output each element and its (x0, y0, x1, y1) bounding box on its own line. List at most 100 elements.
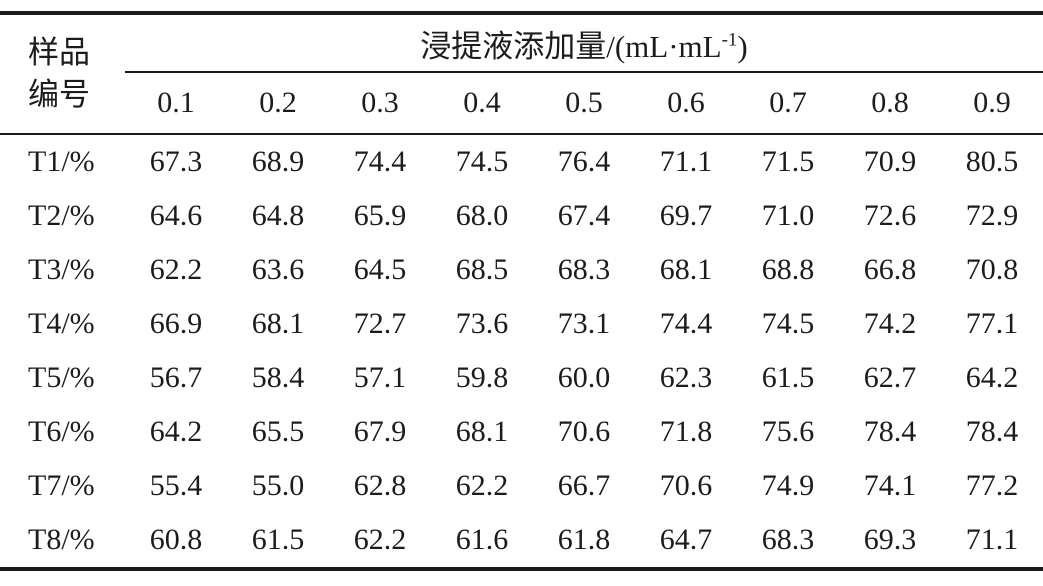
unit-superscript: -1 (721, 29, 738, 51)
row-label: T7/% (28, 469, 95, 502)
value-cell: 66.7 (557, 469, 611, 502)
sample-number-header-line2: 编号 (28, 77, 90, 112)
row-label: T4/% (28, 307, 95, 340)
value-cell: 74.5 (455, 145, 509, 178)
row-label: T6/% (28, 415, 95, 448)
value-cell: 62.2 (149, 253, 203, 286)
value-cell: 68.1 (455, 415, 509, 448)
concentration-header-cell: 0.1 (125, 72, 227, 135)
value-cell: 74.2 (863, 307, 917, 340)
value-cell: 70.6 (557, 415, 611, 448)
value-cell: 68.0 (455, 199, 509, 232)
value-cell: 75.6 (761, 415, 815, 448)
value-cell: 61.8 (557, 523, 611, 556)
row-label: T8/% (28, 523, 95, 556)
value-cell: 66.8 (863, 253, 917, 286)
value-cell: 71.1 (659, 145, 713, 178)
value-cell: 60.0 (557, 361, 611, 394)
value-cell: 68.8 (761, 253, 815, 286)
value-cell: 62.7 (863, 361, 917, 394)
value-cell: 61.5 (761, 361, 815, 394)
value-cell: 72.6 (863, 199, 917, 232)
value-cell: 77.1 (965, 307, 1019, 340)
concentration-header-cell: 0.2 (227, 72, 329, 135)
value-cell: 65.9 (353, 199, 407, 232)
value-cell: 70.6 (659, 469, 713, 502)
value-cell: 68.3 (761, 523, 815, 556)
value-cell: 71.8 (659, 415, 713, 448)
value-cell: 68.5 (455, 253, 509, 286)
value-cell: 68.1 (251, 307, 305, 340)
value-cell: 71.0 (761, 199, 815, 232)
value-cell: 63.6 (251, 253, 305, 286)
concentration-header-row: 0.1 0.2 0.3 0.4 0.5 0.6 0.7 0.8 0.9 (0, 72, 1043, 135)
table-row: T6/% 64.2 65.5 67.9 68.1 70.6 71.8 75.6 78.4 78.4 (0, 405, 1043, 459)
table-row: T4/% 66.9 68.1 72.7 73.6 73.1 74.4 74.5 74.2 77.1 (0, 297, 1043, 351)
extract-amount-header-text: 浸提液添加量/(mL·mL (420, 28, 722, 64)
value-cell: 74.9 (761, 469, 815, 502)
value-cell: 59.8 (455, 361, 509, 394)
value-cell: 56.7 (149, 361, 203, 394)
table-row: T2/% 64.6 64.8 65.9 68.0 67.4 69.7 71.0 72.6 72.9 (0, 189, 1043, 243)
value-cell: 67.4 (557, 199, 611, 232)
value-cell: 55.0 (251, 469, 305, 502)
value-cell: 70.9 (863, 145, 917, 178)
value-cell: 64.7 (659, 523, 713, 556)
value-cell: 74.1 (863, 469, 917, 502)
value-cell: 68.9 (251, 145, 305, 178)
table-row: T7/% 55.4 55.0 62.8 62.2 66.7 70.6 74.9 74.1 77.2 (0, 459, 1043, 513)
table-row: T3/% 62.2 63.6 64.5 68.5 68.3 68.1 68.8 66.8 70.8 (0, 243, 1043, 297)
table-row: T1/% 67.3 68.9 74.4 74.5 76.4 71.1 71.5 70.9 80.5 (0, 134, 1043, 189)
concentration-header-cell: 0.9 (941, 72, 1043, 135)
value-cell: 55.4 (149, 469, 203, 502)
row-label: T5/% (28, 361, 95, 394)
value-cell: 69.7 (659, 199, 713, 232)
value-cell: 68.3 (557, 253, 611, 286)
value-cell: 64.6 (149, 199, 203, 232)
value-cell: 64.2 (965, 361, 1019, 394)
sample-number-header: 样品 编号 (0, 13, 125, 135)
value-cell: 69.3 (863, 523, 917, 556)
value-cell: 70.8 (965, 253, 1019, 286)
table-row: T5/% 56.7 58.4 57.1 59.8 60.0 62.3 61.5 62.7 64.2 (0, 351, 1043, 405)
value-cell: 66.9 (149, 307, 203, 340)
value-cell: 62.2 (353, 523, 407, 556)
extract-amount-header-suffix: ) (737, 28, 748, 64)
value-cell: 62.2 (455, 469, 509, 502)
concentration-header-cell: 0.6 (635, 72, 737, 135)
value-cell: 71.1 (965, 523, 1019, 556)
concentration-header-cell: 0.8 (839, 72, 941, 135)
extract-amount-header: 浸提液添加量/(mL·mL-1) (125, 13, 1043, 73)
span-header-row: 样品 编号 浸提液添加量/(mL·mL-1) (0, 13, 1043, 135)
value-cell: 61.6 (455, 523, 509, 556)
value-cell: 68.1 (659, 253, 713, 286)
value-cell: 62.3 (659, 361, 713, 394)
value-cell: 67.9 (353, 415, 407, 448)
value-cell: 73.6 (455, 307, 509, 340)
value-cell: 72.7 (353, 307, 407, 340)
value-cell: 78.4 (863, 415, 917, 448)
value-cell: 67.3 (149, 145, 203, 178)
table-body: T1/% 67.3 68.9 74.4 74.5 76.4 71.1 71.5 70.9 80.5… (0, 134, 1043, 569)
concentration-header-cell: 0.3 (329, 72, 431, 135)
value-cell: 74.4 (659, 307, 713, 340)
value-cell: 65.5 (251, 415, 305, 448)
value-cell: 74.4 (353, 145, 407, 178)
value-cell: 77.2 (965, 469, 1019, 502)
row-label: T3/% (28, 253, 95, 286)
value-cell: 76.4 (557, 145, 611, 178)
value-cell: 74.5 (761, 307, 815, 340)
extract-addition-table: 样品 编号 浸提液添加量/(mL·mL-1) 0.1 0.2 0.3 0.4 0.5 0.… (0, 11, 1043, 571)
value-cell: 64.2 (149, 415, 203, 448)
value-cell: 78.4 (965, 415, 1019, 448)
table-header: 样品 编号 浸提液添加量/(mL·mL-1) 0.1 0.2 0.3 0.4 0.5 0.… (0, 13, 1043, 135)
concentration-header-cell: 0.7 (737, 72, 839, 135)
concentration-header-cell: 0.5 (533, 72, 635, 135)
value-cell: 71.5 (761, 145, 815, 178)
value-cell: 73.1 (557, 307, 611, 340)
concentration-header-cell: 0.4 (431, 72, 533, 135)
value-cell: 64.8 (251, 199, 305, 232)
table-row: T8/% 60.8 61.5 62.2 61.6 61.8 64.7 68.3 69.3 71.1 (0, 513, 1043, 569)
value-cell: 58.4 (251, 361, 305, 394)
